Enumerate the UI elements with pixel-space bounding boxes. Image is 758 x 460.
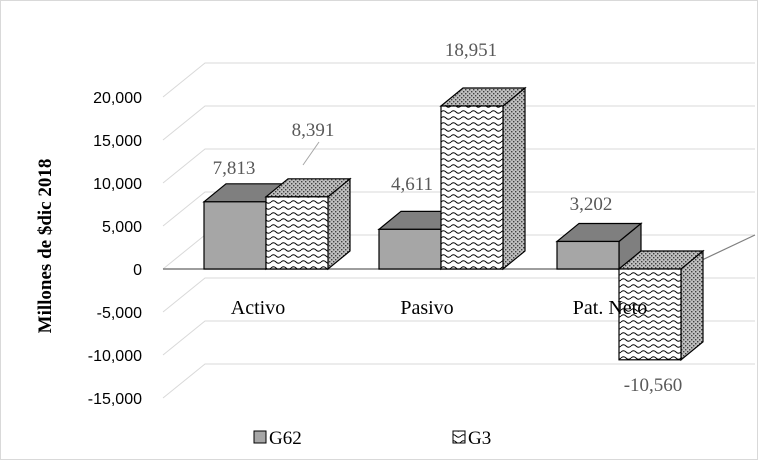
gridline-7 [162, 363, 755, 399]
gridline-5 [162, 277, 755, 313]
data-label-G62-2: 3,202 [570, 194, 613, 215]
gridline-6 [162, 320, 755, 356]
legend-item-G62: G62 [253, 428, 302, 449]
y-tick-label-2: 10,000 [93, 176, 142, 193]
data-label-G3-2: -10,560 [624, 375, 683, 396]
legend-swatch-G62 [253, 430, 267, 444]
bar-G3-Activo [264, 177, 352, 271]
y-tick-label-3: 5,000 [102, 219, 142, 236]
legend-swatch-G3 [452, 430, 466, 444]
bar-G3-Pasivo [439, 86, 527, 271]
y-tick-labels: 20,000 15,000 10,000 5,000 0 -5,000 -10,000 -15… [88, 90, 142, 408]
y-tick-label-7: -15,000 [88, 391, 142, 408]
y-tick-label-4: 0 [133, 262, 142, 279]
data-label-G62-0: 7,813 [213, 158, 256, 179]
legend: G62 G3 [253, 428, 491, 449]
category-label-0: Activo [231, 297, 285, 319]
gridline-0 [162, 62, 755, 98]
category-label-1: Pasivo [400, 297, 453, 319]
data-label-G62-1: 4,611 [391, 174, 433, 195]
y-tick-label-5: -5,000 [97, 305, 142, 322]
y-tick-label-0: 20,000 [93, 90, 142, 107]
legend-label-G62: G62 [269, 428, 302, 449]
gridline-2 [162, 148, 755, 184]
gridline-3 [162, 191, 755, 227]
data-labels: 7,813 8,391 4,611 18,951 3,202 -10,560 [213, 40, 683, 396]
category-label-2: Pat. Neto [573, 297, 647, 319]
data-label-G3-1: 18,951 [445, 40, 497, 61]
gridline-1 [162, 105, 755, 141]
category-labels: Activo Pasivo Pat. Neto [231, 297, 647, 319]
y-axis-title: Millones de $dic 2018 [35, 159, 56, 334]
label-leader-line [302, 141, 320, 166]
data-label-G3-0: 8,391 [292, 120, 335, 141]
bar-G3-Pat. Neto [617, 249, 705, 362]
legend-label-G3: G3 [468, 428, 491, 449]
y-tick-label-6: -10,000 [88, 348, 142, 365]
legend-item-G3: G3 [452, 428, 491, 449]
y-tick-label-1: 15,000 [93, 133, 142, 150]
bars [202, 86, 705, 362]
